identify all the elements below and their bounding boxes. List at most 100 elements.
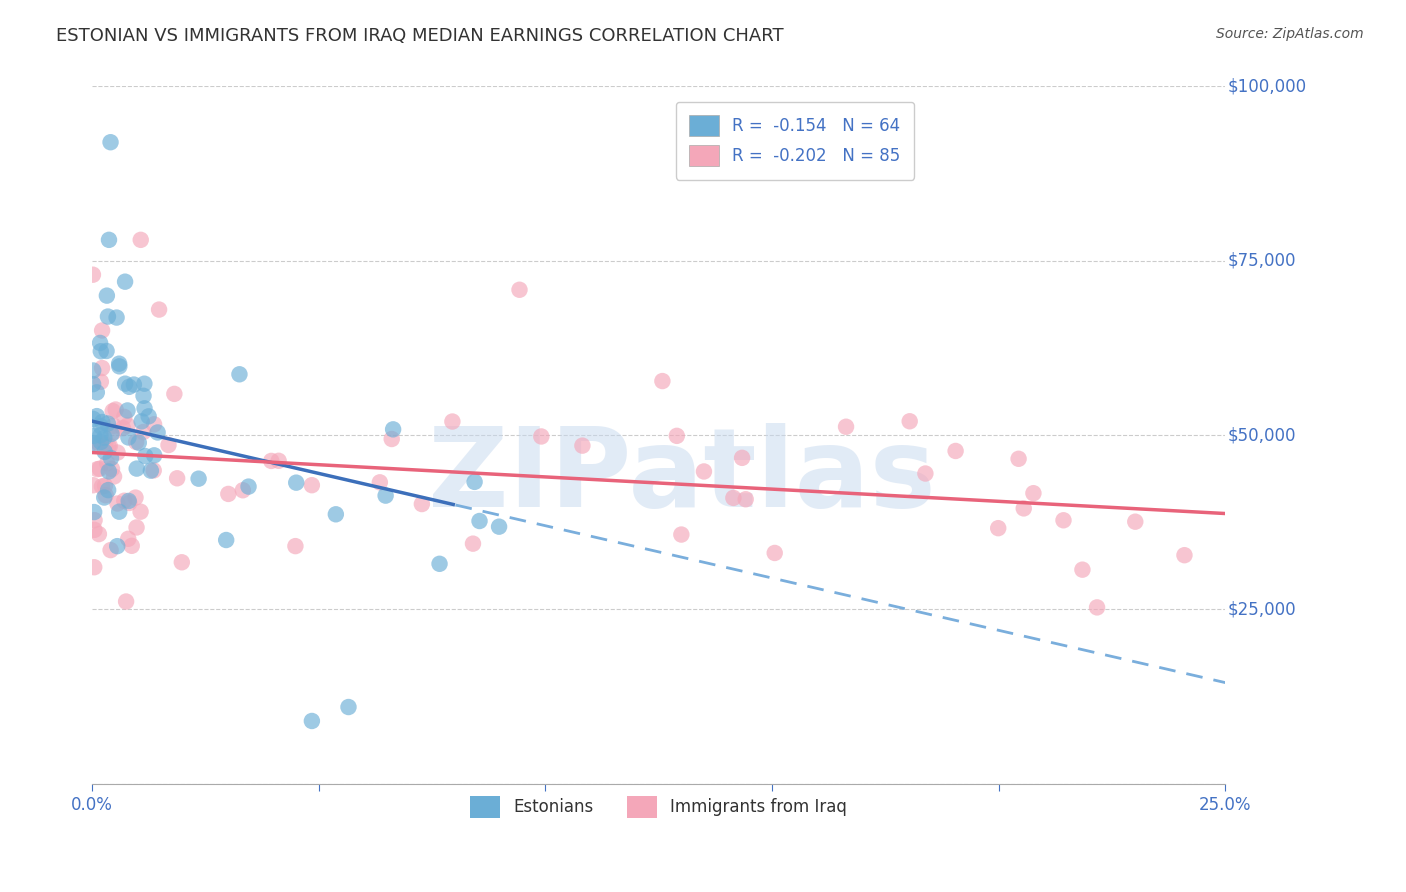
Point [82, 377, 104, 392]
Point [86, 385, 108, 400]
Point [107, 445, 129, 459]
Point [115, 594, 138, 608]
Point [411, 497, 433, 511]
Point [129, 233, 152, 247]
Text: $50,000: $50,000 [1227, 426, 1296, 444]
Point [121, 539, 143, 553]
Point [734, 492, 756, 507]
Point [129, 505, 152, 519]
Point [83, 560, 105, 574]
Point [90, 344, 112, 359]
Point [464, 475, 486, 489]
Point [125, 461, 148, 475]
Point [1071, 563, 1094, 577]
Point [82, 412, 104, 426]
Point [260, 454, 283, 468]
Point [337, 700, 360, 714]
Point [217, 487, 239, 501]
Point [118, 496, 141, 510]
Point [90, 479, 112, 493]
Point [100, 543, 122, 558]
Point [96, 343, 118, 358]
Text: Source: ZipAtlas.com: Source: ZipAtlas.com [1216, 27, 1364, 41]
Point [1085, 600, 1108, 615]
Point [945, 444, 967, 458]
Point [117, 430, 139, 444]
Point [122, 377, 145, 392]
Point [763, 546, 786, 560]
Point [112, 409, 135, 424]
Point [117, 532, 139, 546]
Point [101, 462, 124, 476]
Point [284, 539, 307, 553]
Point [93, 445, 115, 459]
Point [97, 465, 120, 479]
Point [112, 493, 135, 508]
Point [139, 464, 162, 478]
Point [89, 335, 111, 350]
Point [382, 422, 405, 436]
Point [325, 508, 347, 522]
Point [215, 533, 238, 547]
Text: $100,000: $100,000 [1227, 78, 1306, 95]
Point [731, 450, 754, 465]
Point [1022, 486, 1045, 500]
Text: $25,000: $25,000 [1227, 600, 1296, 618]
Point [90, 419, 112, 434]
Point [96, 288, 118, 302]
Point [228, 368, 250, 382]
Point [114, 275, 136, 289]
Text: ZIPatlas: ZIPatlas [427, 424, 935, 531]
Point [132, 425, 155, 439]
Point [1123, 515, 1146, 529]
Point [108, 359, 131, 374]
Text: ESTONIAN VS IMMIGRANTS FROM IRAQ MEDIAN EARNINGS CORRELATION CHART: ESTONIAN VS IMMIGRANTS FROM IRAQ MEDIAN … [56, 27, 785, 45]
Point [87, 527, 110, 541]
Point [461, 536, 484, 550]
Point [143, 448, 166, 462]
Point [91, 324, 114, 338]
Point [134, 401, 156, 416]
Point [97, 483, 120, 497]
Point [131, 414, 153, 428]
Text: $75,000: $75,000 [1227, 252, 1296, 269]
Point [111, 421, 134, 435]
Point [157, 438, 180, 452]
Point [94, 479, 117, 493]
Point [114, 376, 136, 391]
Point [104, 402, 127, 417]
Point [488, 519, 510, 533]
Point [98, 439, 121, 453]
Point [89, 439, 111, 453]
Point [143, 417, 166, 432]
Point [97, 417, 120, 431]
Point [163, 387, 186, 401]
Point [1007, 451, 1029, 466]
Point [441, 415, 464, 429]
Point [138, 409, 160, 424]
Point [651, 374, 673, 388]
Point [89, 428, 111, 442]
Point [90, 434, 112, 449]
Point [267, 454, 290, 468]
Point [723, 491, 745, 505]
Point [108, 505, 131, 519]
Point [82, 478, 104, 492]
Point [103, 418, 125, 433]
Point [91, 361, 114, 376]
Point [187, 472, 209, 486]
Point [124, 491, 146, 505]
Point [108, 357, 131, 371]
Point [83, 513, 105, 527]
Point [368, 475, 391, 490]
Point [914, 467, 936, 481]
Point [381, 432, 404, 446]
Point [571, 439, 593, 453]
Point [132, 389, 155, 403]
Point [142, 463, 165, 477]
Point [285, 475, 308, 490]
Point [835, 419, 858, 434]
Point [103, 425, 125, 439]
Point [107, 496, 129, 510]
Point [101, 404, 124, 418]
